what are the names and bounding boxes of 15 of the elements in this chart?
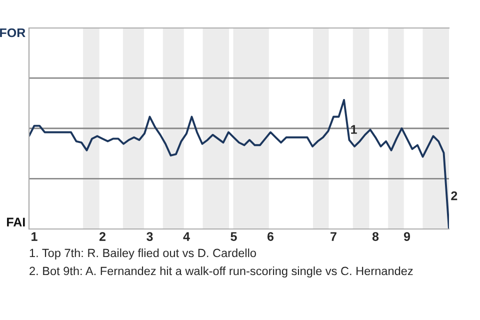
x-tick-label: 7 (330, 232, 336, 241)
x-tick-label: 9 (404, 232, 410, 241)
text: FAI (7, 218, 25, 226)
text: 2. Bot 9th: A. Fernandez hit a walk-off run-scoring single vs C. Hernandez (30, 266, 413, 278)
x-tick-label: 2 (99, 232, 106, 241)
x-tick-label: 4 (183, 232, 190, 241)
text: 2 (451, 191, 458, 200)
x-tick-label: 8 (372, 232, 379, 241)
x-tick-label: 1 (32, 232, 38, 241)
x-tick-label: 5 (230, 232, 237, 241)
x-tick-label: 6 (267, 232, 274, 241)
text: 1. Top 7th: R. Bailey flied out vs D. Cardello (30, 248, 256, 260)
x-tick-label: 3 (146, 232, 153, 241)
annotation: 1 (351, 125, 357, 134)
text: FOR (0, 28, 26, 38)
